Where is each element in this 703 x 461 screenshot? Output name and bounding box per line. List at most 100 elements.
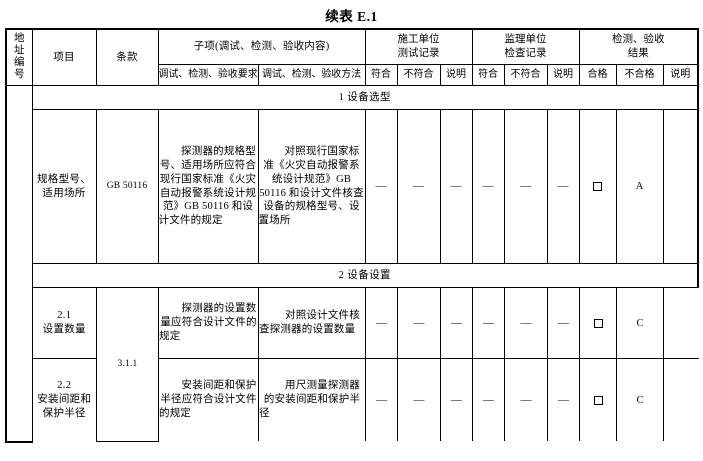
dash-icon: — — [451, 393, 462, 406]
cell-construction-not-conform[interactable]: — — [396, 109, 441, 264]
header-result-remark: 说明 — [662, 64, 700, 86]
cell-construction-not-conform[interactable]: — — [397, 288, 441, 359]
section-2-subtable: 2.1 设置数量 3.1.1 探测器的设置数量应符合设计文件的规定 对照设计文件… — [32, 288, 699, 442]
cell-construction-remark[interactable]: — — [439, 109, 473, 264]
dash-icon: — — [558, 316, 569, 329]
header-subitem-group: 子项(调试、检测、验收内容) — [157, 28, 366, 65]
cell-supervision-conform[interactable]: — — [472, 358, 505, 441]
cell-requirement: 安装间距和保护半径应符合设计文件的规定 — [158, 358, 259, 441]
header-subitem-method: 调试、检测、验收方法 — [257, 64, 366, 86]
table-row-2-2: 2.2 安装间距和保护半径 安装间距和保护半径应符合设计文件的规定 用尺测量探测… — [32, 358, 699, 441]
grade-label: A — [635, 181, 644, 193]
dash-icon: — — [376, 393, 387, 406]
item-label: 设置数量 — [42, 324, 86, 335]
header-subitem-requirement: 调试、检测、验收要求 — [157, 64, 259, 86]
cell-supervision-remark[interactable]: — — [547, 288, 580, 359]
header-result-qualified: 合格 — [578, 64, 617, 86]
cell-result-qualified[interactable] — [578, 109, 617, 264]
checkbox-icon[interactable] — [593, 318, 603, 328]
cell-supervision-not-conform[interactable]: — — [504, 288, 548, 359]
header-construction-not-conform: 不符合 — [396, 64, 441, 86]
cell-construction-remark[interactable]: — — [440, 288, 473, 359]
dash-icon: — — [520, 180, 532, 193]
header-supervision-unit: 监理单位 检查记录 — [471, 28, 580, 65]
header-supervision-not-conform: 不符合 — [503, 64, 548, 86]
cell-item-name: 规格型号、适用场所 — [31, 109, 97, 264]
item-number: 2.2 — [57, 380, 72, 392]
cell-supervision-remark[interactable]: — — [546, 109, 580, 264]
dash-icon: — — [413, 393, 425, 406]
cell-result-qualified[interactable] — [579, 358, 617, 441]
cell-result-remark[interactable] — [663, 358, 699, 441]
cell-supervision-not-conform[interactable]: — — [503, 109, 548, 264]
cell-item-name: 2.1 设置数量 — [32, 288, 97, 359]
cell-result-not-qualified[interactable]: C — [616, 288, 664, 359]
dash-icon: — — [451, 316, 462, 329]
header-inspection-result-line1: 检测、验收 — [612, 34, 665, 46]
cell-construction-remark[interactable]: — — [440, 358, 473, 441]
dash-icon: — — [520, 393, 532, 406]
table-header-row-2: 调试、检测、验收要求 调试、检测、验收方法 符合 不符合 说明 符合 不符合 说… — [6, 64, 700, 86]
cell-result-remark[interactable] — [663, 288, 699, 359]
dash-icon: — — [413, 316, 425, 329]
cell-requirement: 探测器的设置数量应符合设计文件的规定 — [158, 288, 259, 359]
inspection-table: 地址编号 项目 条款 子项(调试、检测、验收内容) 施工单位 测试记录 监理单位… — [5, 28, 700, 443]
cell-requirement: 探测器的规格型号、适用场所应符合现行国家标准《火灾自动报警系统设计规范》GB 5… — [157, 109, 259, 264]
header-address-no: 地址编号 — [5, 28, 33, 86]
header-clause: 条款 — [95, 28, 159, 86]
dash-icon: — — [558, 393, 569, 406]
cell-clause: GB 50116 — [95, 109, 159, 264]
section-label-2: 2 设备设置 — [31, 263, 700, 288]
cell-clause: 3.1.1 — [96, 288, 159, 442]
cell-supervision-not-conform[interactable]: — — [504, 358, 548, 441]
cell-construction-not-conform[interactable]: — — [397, 358, 441, 441]
dash-icon: — — [375, 180, 387, 193]
section-2-body: 2.1 设置数量 3.1.1 探测器的设置数量应符合设计文件的规定 对照设计文件… — [32, 288, 699, 442]
dash-icon: — — [557, 180, 569, 193]
section-header-row-1: 1 设备选型 — [5, 85, 700, 443]
cell-supervision-conform[interactable]: — — [472, 288, 505, 359]
table-row-2-1: 2.1 设置数量 3.1.1 探测器的设置数量应符合设计文件的规定 对照设计文件… — [32, 288, 699, 442]
checkbox-icon[interactable] — [593, 395, 603, 405]
cell-method: 对照现行国家标准《火灾自动报警系统设计规范》GB 50116 和设计文件核查设备… — [257, 109, 366, 264]
header-inspection-result-line2: 结果 — [627, 48, 649, 59]
cell-method: 对照设计文件核查探测器的设置数量 — [258, 288, 366, 359]
cell-supervision-conform[interactable]: — — [471, 109, 505, 264]
section-header-row-2: 2 设备设置 — [6, 263, 700, 288]
checkbox-icon[interactable] — [593, 182, 603, 192]
cell-result-not-qualified[interactable]: C — [616, 358, 664, 441]
header-construction-unit: 施工单位 测试记录 — [364, 28, 473, 65]
dash-icon: — — [413, 180, 425, 193]
header-construction-conform: 符合 — [364, 64, 398, 86]
table-row-1-1: 规格型号、适用场所 GB 50116 探测器的规格型号、适用场所应符合现行国家标… — [6, 109, 700, 264]
dash-icon: — — [483, 316, 494, 329]
header-construction-unit-line2: 测试记录 — [397, 48, 440, 59]
header-supervision-remark: 说明 — [546, 64, 580, 86]
cell-result-remark[interactable] — [662, 109, 700, 264]
item-number: 2.1 — [57, 310, 72, 322]
item-label: 安装间距和保护半径 — [37, 394, 92, 419]
cell-construction-conform[interactable]: — — [364, 109, 398, 264]
cell-construction-conform[interactable]: — — [365, 358, 398, 441]
cell-method: 用尺测量探测器的安装间距和保护半径 — [258, 358, 366, 441]
cell-result-not-qualified[interactable]: A — [615, 109, 664, 264]
header-result-not-qualified: 不合格 — [615, 64, 664, 86]
dash-icon: — — [520, 316, 532, 329]
table-container: 地址编号 项目 条款 子项(调试、检测、验收内容) 施工单位 测试记录 监理单位… — [5, 28, 700, 443]
cell-construction-conform[interactable]: — — [365, 288, 398, 359]
dash-icon: — — [482, 180, 494, 193]
header-supervision-unit-line1: 监理单位 — [504, 34, 547, 46]
dash-icon: — — [376, 316, 387, 329]
page-title: 续表 E.1 — [325, 9, 378, 24]
address-no-spacer-cell[interactable] — [5, 85, 33, 443]
cell-supervision-remark[interactable]: — — [547, 358, 580, 441]
header-item: 项目 — [31, 28, 97, 86]
section-label-1: 1 设备选型 — [31, 85, 700, 110]
table-row-2-group: 2.1 设置数量 3.1.1 探测器的设置数量应符合设计文件的规定 对照设计文件… — [6, 288, 699, 442]
cell-result-qualified[interactable] — [579, 288, 617, 359]
grade-label: C — [636, 394, 644, 406]
table-header-row-1: 地址编号 项目 条款 子项(调试、检测、验收内容) 施工单位 测试记录 监理单位… — [5, 28, 700, 86]
header-supervision-unit-line2: 检查记录 — [504, 48, 547, 59]
header-supervision-conform: 符合 — [471, 64, 505, 86]
